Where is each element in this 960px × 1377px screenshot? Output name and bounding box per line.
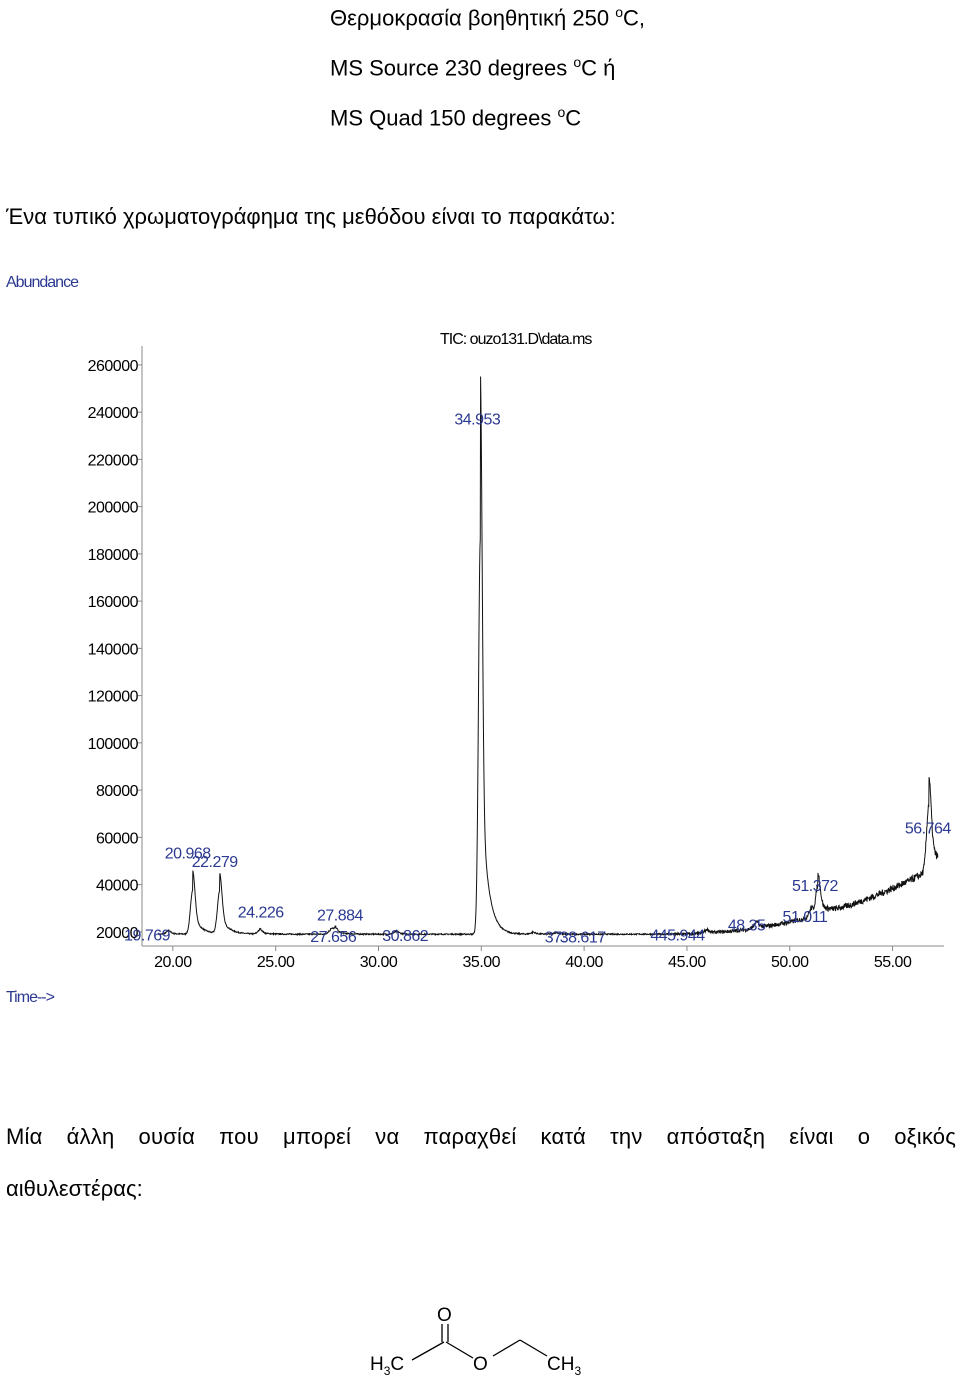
degree-sup: o (615, 4, 624, 20)
y-tick-label: 100000 (88, 736, 139, 753)
bond-methyl-carbonyl (411, 1341, 445, 1361)
x-tick-label: 35.00 (463, 954, 501, 971)
y-tick-label: 120000 (88, 689, 139, 706)
condition-line-3-text: MS Quad 150 degrees (330, 105, 558, 131)
peak-label: 445.944 (650, 928, 705, 945)
y-tick-label: 20000 (96, 925, 139, 942)
y-tick-label: 180000 (88, 547, 139, 564)
x-tick-label: 25.00 (257, 954, 295, 971)
y-ticks: 20000 40000 60000 80000 100000 120000 140000 16… (88, 358, 142, 942)
ethyl-acetate-structure: H3C O O CH3 (370, 1305, 581, 1377)
y-tick-label: 240000 (88, 405, 139, 422)
condition-line-2-text: MS Source 230 degrees (330, 55, 574, 81)
y-axis-label: Abundance (6, 274, 79, 291)
peak-label: 56.764 (905, 821, 952, 838)
ester-oxygen: O (473, 1354, 488, 1375)
condition-line-1-tail: C, (623, 5, 646, 31)
y-tick-label: 200000 (88, 500, 139, 517)
peak-label: 24.226 (238, 904, 285, 921)
condition-line-3-tail: C (565, 105, 582, 131)
peak-label: 51.011 (783, 909, 828, 926)
peak-label: 27.656 (310, 929, 357, 946)
y-tick-label: 220000 (88, 452, 139, 469)
x-tick-label: 55.00 (874, 954, 912, 971)
x-tick-label: 20.00 (154, 954, 192, 971)
peak-label: 37. (545, 929, 566, 946)
peak-label: 38.617 (560, 930, 607, 947)
peak-label: 51.372 (792, 878, 839, 895)
y-tick-label: 60000 (96, 830, 139, 847)
peak-label: 30.862 (382, 928, 429, 945)
condition-line-1-text: Θερμοκρασία βοηθητική 250 (330, 5, 616, 31)
bond-carbonyl-ester (445, 1341, 474, 1359)
degree-sup: o (573, 54, 582, 70)
y-tick-label: 40000 (96, 878, 139, 895)
paragraph-line-1: Μία άλλη ουσία που μπορεί να παραχθεί κα… (6, 1124, 956, 1149)
methyl-group-right: CH3 (547, 1354, 581, 1377)
x-axis-label: Time--> (6, 989, 55, 1006)
y-tick-label: 140000 (88, 641, 139, 658)
bond-ch2-methyl (519, 1339, 548, 1357)
condition-line-2-tail: C ή (581, 55, 616, 81)
paragraph-line-2: αιθυλεστέρας: (6, 1176, 143, 1201)
condition-line-3: MS Quad 150 degrees oC (330, 104, 581, 131)
peak-label: 22.279 (192, 854, 239, 871)
x-ticks: 20.00 25.00 30.00 35.00 40.00 45.00 50.00 55.00 (154, 946, 912, 971)
y-tick-label: 260000 (88, 358, 139, 375)
x-tick-label: 45.00 (668, 954, 706, 971)
carbonyl-oxygen: O (437, 1305, 452, 1326)
chart-title: TIC: ouzo131.D\data.ms (440, 331, 592, 348)
x-tick-label: 50.00 (771, 954, 809, 971)
bond-ester-ch2 (492, 1339, 521, 1357)
y-tick-label: 80000 (96, 783, 139, 800)
y-tick-label: 160000 (88, 594, 139, 611)
peak-label: 34.953 (454, 411, 501, 428)
methyl-group-left: H3C (370, 1354, 404, 1377)
intro-sentence: Ένα τυπικό χρωματογράφημα της μεθόδου εί… (6, 204, 616, 229)
degree-sup: o (557, 104, 566, 120)
condition-line-2: MS Source 230 degrees oC ή (330, 54, 615, 81)
x-tick-label: 30.00 (360, 954, 398, 971)
peak-label: 27.884 (317, 907, 364, 924)
x-tick-label: 40.00 (565, 954, 603, 971)
peak-label: 19.769 (124, 928, 171, 945)
peak-label: 48.35 (728, 917, 766, 934)
condition-line-1: Θερμοκρασία βοηθητική 250 oC, (330, 4, 645, 31)
peak-label: 20.968 (165, 846, 212, 863)
chromatogram-chart: Abundance TIC: ouzo131.D\data.ms 20000 40… (6, 274, 952, 1006)
tic-trace (157, 376, 939, 937)
